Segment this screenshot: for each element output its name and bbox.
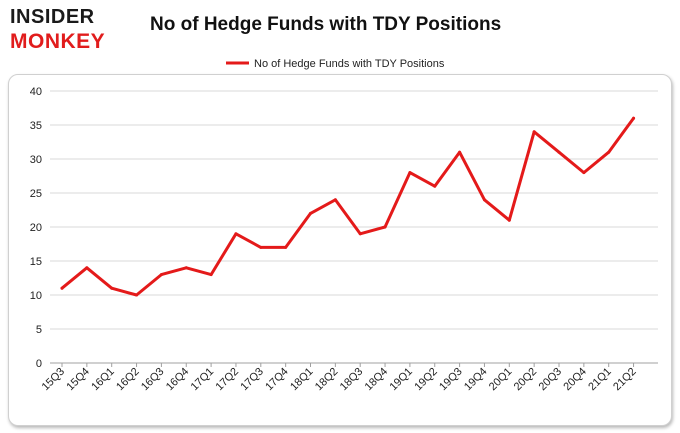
data-point <box>507 218 511 222</box>
data-point <box>607 150 611 154</box>
y-tick-label: 35 <box>30 120 42 132</box>
x-tick-label: 18Q2 <box>313 366 341 394</box>
x-tick-label: 18Q1 <box>288 366 316 394</box>
data-point <box>135 293 139 297</box>
y-tick-label: 0 <box>36 358 42 370</box>
data-point <box>159 273 163 277</box>
data-point <box>309 211 312 215</box>
data-point <box>234 232 238 236</box>
data-point <box>458 150 462 154</box>
x-tick-label: 16Q2 <box>114 366 142 394</box>
data-point <box>60 286 64 290</box>
y-tick-label: 25 <box>30 188 42 200</box>
logo-line-monkey: MONKEY <box>10 30 106 53</box>
y-tick-label: 5 <box>36 324 42 336</box>
data-point <box>433 184 437 188</box>
y-tick-label: 15 <box>30 256 42 268</box>
y-tick-label: 20 <box>30 222 42 234</box>
data-point <box>358 232 362 236</box>
x-tick-label: 20Q4 <box>561 366 589 394</box>
data-point <box>85 266 89 270</box>
x-tick-label: 15Q4 <box>64 366 92 394</box>
series-line <box>60 116 636 297</box>
x-tick-label: 20Q2 <box>512 366 540 394</box>
chart-frame <box>8 74 672 426</box>
insider-monkey-logo: INSIDER MONKEY <box>10 6 128 56</box>
data-point <box>482 198 486 202</box>
logo-line-insider: INSIDER <box>10 6 95 28</box>
legend-label: No of Hedge Funds with TDY Positions <box>254 58 445 70</box>
x-tick-label: 15Q3 <box>40 366 68 394</box>
data-point <box>284 245 288 249</box>
data-point <box>184 266 188 270</box>
chart-title: No of Hedge Funds with TDY Positions <box>150 14 502 35</box>
x-tick-label: 17Q3 <box>238 366 266 394</box>
x-tick-label: 20Q1 <box>487 366 515 394</box>
x-tick-label: 19Q3 <box>437 366 465 394</box>
x-tick-label: 19Q1 <box>387 366 415 394</box>
y-tick-label: 30 <box>30 154 42 166</box>
x-tick-label: 18Q3 <box>338 366 366 394</box>
data-point <box>259 245 263 249</box>
data-point <box>532 130 536 134</box>
x-tick-label: 17Q4 <box>263 366 291 394</box>
x-tick-label: 19Q4 <box>462 366 490 394</box>
data-point <box>209 273 213 277</box>
x-tick-label: 16Q1 <box>89 366 117 394</box>
data-point <box>383 225 387 229</box>
x-tick-label: 18Q4 <box>363 366 391 394</box>
data-point <box>333 198 337 202</box>
data-point <box>110 286 114 290</box>
x-tick-label: 17Q1 <box>189 366 217 394</box>
data-point <box>582 171 586 175</box>
data-point <box>408 171 412 175</box>
y-tick-label: 40 <box>30 86 42 98</box>
x-tick-label: 21Q2 <box>611 366 639 394</box>
x-tick-label: 21Q1 <box>586 366 614 394</box>
x-tick-label: 16Q3 <box>139 366 167 394</box>
x-tick-label: 17Q2 <box>214 366 242 394</box>
x-tick-label: 20Q3 <box>537 366 565 394</box>
x-tick-label: 19Q2 <box>412 366 440 394</box>
data-point <box>632 116 636 120</box>
y-tick-label: 10 <box>30 290 42 302</box>
x-tick-label: 16Q4 <box>164 366 192 394</box>
data-point <box>557 150 561 154</box>
